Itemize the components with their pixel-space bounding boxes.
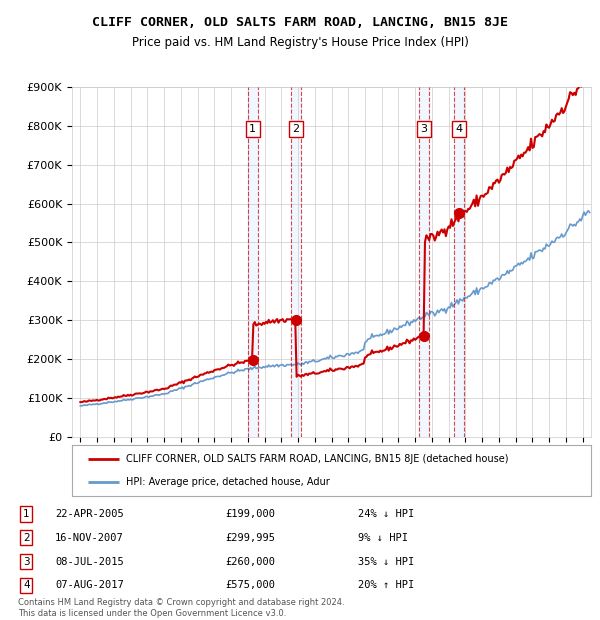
Text: 07-AUG-2017: 07-AUG-2017 <box>55 580 124 590</box>
Text: 35% ↓ HPI: 35% ↓ HPI <box>358 557 414 567</box>
Text: 1: 1 <box>23 509 30 519</box>
Text: 16-NOV-2007: 16-NOV-2007 <box>55 533 124 542</box>
Text: 4: 4 <box>23 580 30 590</box>
Text: 9% ↓ HPI: 9% ↓ HPI <box>358 533 407 542</box>
Text: CLIFF CORNER, OLD SALTS FARM ROAD, LANCING, BN15 8JE: CLIFF CORNER, OLD SALTS FARM ROAD, LANCI… <box>92 16 508 29</box>
Text: 20% ↑ HPI: 20% ↑ HPI <box>358 580 414 590</box>
Text: £199,000: £199,000 <box>225 509 275 519</box>
Text: HPI: Average price, detached house, Adur: HPI: Average price, detached house, Adur <box>127 477 330 487</box>
Bar <box>291 87 301 437</box>
Text: £260,000: £260,000 <box>225 557 275 567</box>
Text: 2: 2 <box>23 533 30 542</box>
Text: 1: 1 <box>250 124 256 134</box>
Bar <box>454 87 464 437</box>
Text: Contains HM Land Registry data © Crown copyright and database right 2024.
This d: Contains HM Land Registry data © Crown c… <box>18 598 344 618</box>
Text: CLIFF CORNER, OLD SALTS FARM ROAD, LANCING, BN15 8JE (detached house): CLIFF CORNER, OLD SALTS FARM ROAD, LANCI… <box>127 454 509 464</box>
Text: 3: 3 <box>23 557 30 567</box>
Text: 3: 3 <box>421 124 427 134</box>
Text: 4: 4 <box>455 124 463 134</box>
Bar <box>248 87 258 437</box>
Text: 22-APR-2005: 22-APR-2005 <box>55 509 124 519</box>
Bar <box>419 87 429 437</box>
Text: Price paid vs. HM Land Registry's House Price Index (HPI): Price paid vs. HM Land Registry's House … <box>131 36 469 49</box>
Text: £575,000: £575,000 <box>225 580 275 590</box>
Text: £299,995: £299,995 <box>225 533 275 542</box>
Text: 2: 2 <box>292 124 299 134</box>
Text: 08-JUL-2015: 08-JUL-2015 <box>55 557 124 567</box>
Text: 24% ↓ HPI: 24% ↓ HPI <box>358 509 414 519</box>
